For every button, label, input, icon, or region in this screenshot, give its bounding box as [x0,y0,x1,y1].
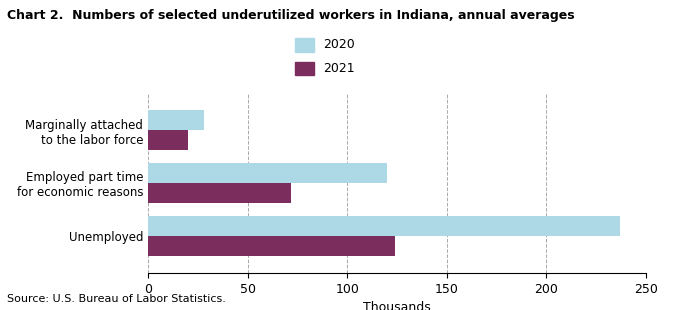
Bar [148,236,395,256]
Bar [148,216,621,236]
Bar [295,38,314,52]
Bar [148,183,291,203]
Text: Source: U.S. Bureau of Labor Statistics.: Source: U.S. Bureau of Labor Statistics. [7,294,225,304]
X-axis label: Thousands: Thousands [363,301,431,310]
Text: 2020: 2020 [323,38,355,51]
Bar [148,110,204,130]
Text: Chart 2.  Numbers of selected underutilized workers in Indiana, annual averages: Chart 2. Numbers of selected underutiliz… [7,9,574,22]
Bar [148,163,387,183]
Bar [148,130,188,150]
Bar [295,62,314,75]
Text: 2021: 2021 [323,62,355,75]
